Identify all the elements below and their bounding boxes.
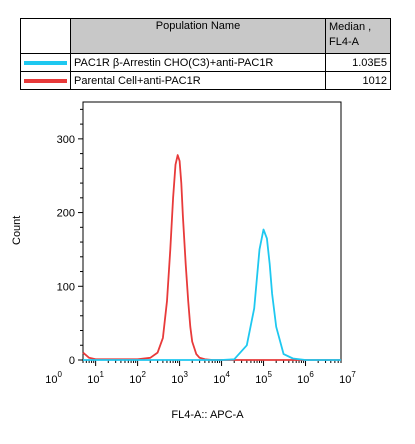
x-tick-label: 103 (171, 370, 188, 386)
x-tick-label: 105 (255, 370, 272, 386)
x-tick-label: 104 (213, 370, 230, 386)
y-tick-label: 200 (57, 208, 75, 220)
legend-swatch-red (24, 78, 67, 83)
y-axis-label: Count (11, 215, 23, 245)
legend-row: PAC1R β-Arrestin CHO(C3)+anti-PAC1R 1.03… (20, 53, 391, 72)
x-tick-label: 100 (45, 370, 62, 386)
x-tick-label: 101 (87, 370, 104, 386)
x-axis-label: FL4-A:: APC-A (171, 409, 244, 421)
series-line (82, 154, 341, 361)
legend-row: Parental Cell+anti-PAC1R 1012 (20, 71, 391, 90)
legend-header-median: Median , FL4-A (325, 18, 391, 54)
legend-table: Population Name Median , FL4-A PAC1R β-A… (20, 18, 391, 90)
y-tick-label: 0 (69, 355, 75, 367)
x-tick-label: 106 (297, 370, 314, 386)
plot-frame (82, 101, 342, 361)
y-tick-label: 300 (57, 134, 75, 146)
legend-header-swatch-cell (20, 18, 71, 54)
legend-row-median: 1.03E5 (325, 53, 391, 72)
legend-header-median-line1: Median , (329, 21, 372, 33)
legend-header-median-line2: FL4-A (329, 36, 359, 48)
series-line (83, 228, 341, 361)
legend-row-median: 1012 (325, 71, 391, 90)
y-tick-label: 100 (57, 281, 75, 293)
legend-swatch-cyan (24, 60, 67, 65)
x-tick-label: 102 (129, 370, 146, 386)
x-tick-label: 107 (339, 370, 356, 386)
